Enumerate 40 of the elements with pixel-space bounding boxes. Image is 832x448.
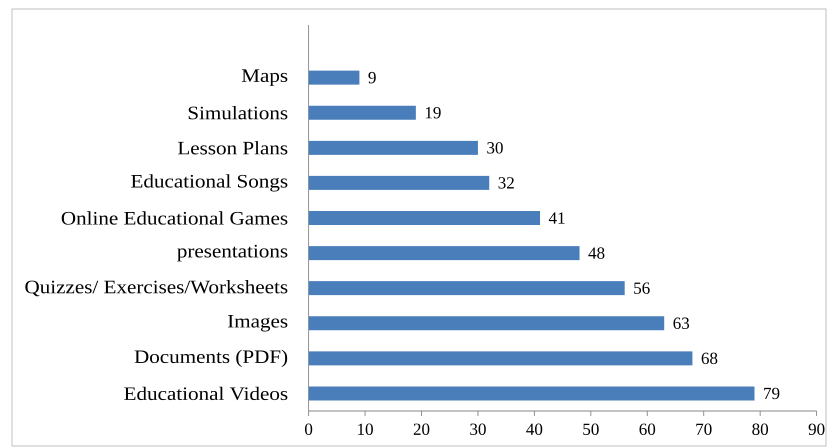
y-tick-label: Lesson Plans [178, 141, 288, 154]
bar [308, 210, 540, 225]
x-tick-label: 90 [808, 424, 824, 435]
x-tick-label: 0 [305, 424, 312, 435]
data-label: 19 [426, 107, 441, 118]
bar [308, 176, 490, 190]
bar [308, 386, 755, 400]
y-tick-label: Images [228, 314, 288, 332]
x-tick-label: 30 [470, 424, 486, 435]
x-tick-label: 50 [583, 424, 599, 435]
bar [308, 140, 478, 155]
y-tick-label: Educational Videos [124, 386, 288, 400]
y-tick-label: presentations [177, 244, 288, 262]
data-label: 79 [764, 388, 780, 400]
bar [308, 106, 416, 120]
x-tick-label: 10 [358, 424, 373, 435]
data-label: 68 [702, 352, 718, 364]
bar [308, 316, 664, 330]
y-tick-label: Documents (PDF) [134, 350, 288, 367]
y-tick-label: Maps [242, 69, 288, 86]
data-label: 9 [368, 72, 376, 84]
data-label: 56 [634, 282, 650, 294]
y-tick-label: Quizzes/ Exercises/Worksheets [25, 280, 288, 296]
data-label: 41 [548, 212, 565, 224]
bar [308, 246, 580, 260]
x-tick-label: 40 [526, 424, 542, 435]
x-tick-label: 70 [696, 424, 712, 435]
data-label: 63 [673, 318, 690, 329]
bar [308, 281, 625, 296]
y-tick-label: Educational Songs [131, 174, 288, 192]
y-tick-label: Online Educational Games [62, 211, 288, 225]
bar [308, 351, 692, 366]
data-label: 30 [487, 142, 503, 154]
bar [308, 70, 360, 85]
y-tick-label: Simulations [188, 106, 288, 120]
data-label: 32 [498, 177, 514, 189]
data-label: 48 [588, 247, 604, 259]
x-tick-label: 20 [414, 424, 430, 435]
x-tick-label: 80 [752, 424, 768, 435]
x-tick-label: 60 [640, 424, 656, 435]
